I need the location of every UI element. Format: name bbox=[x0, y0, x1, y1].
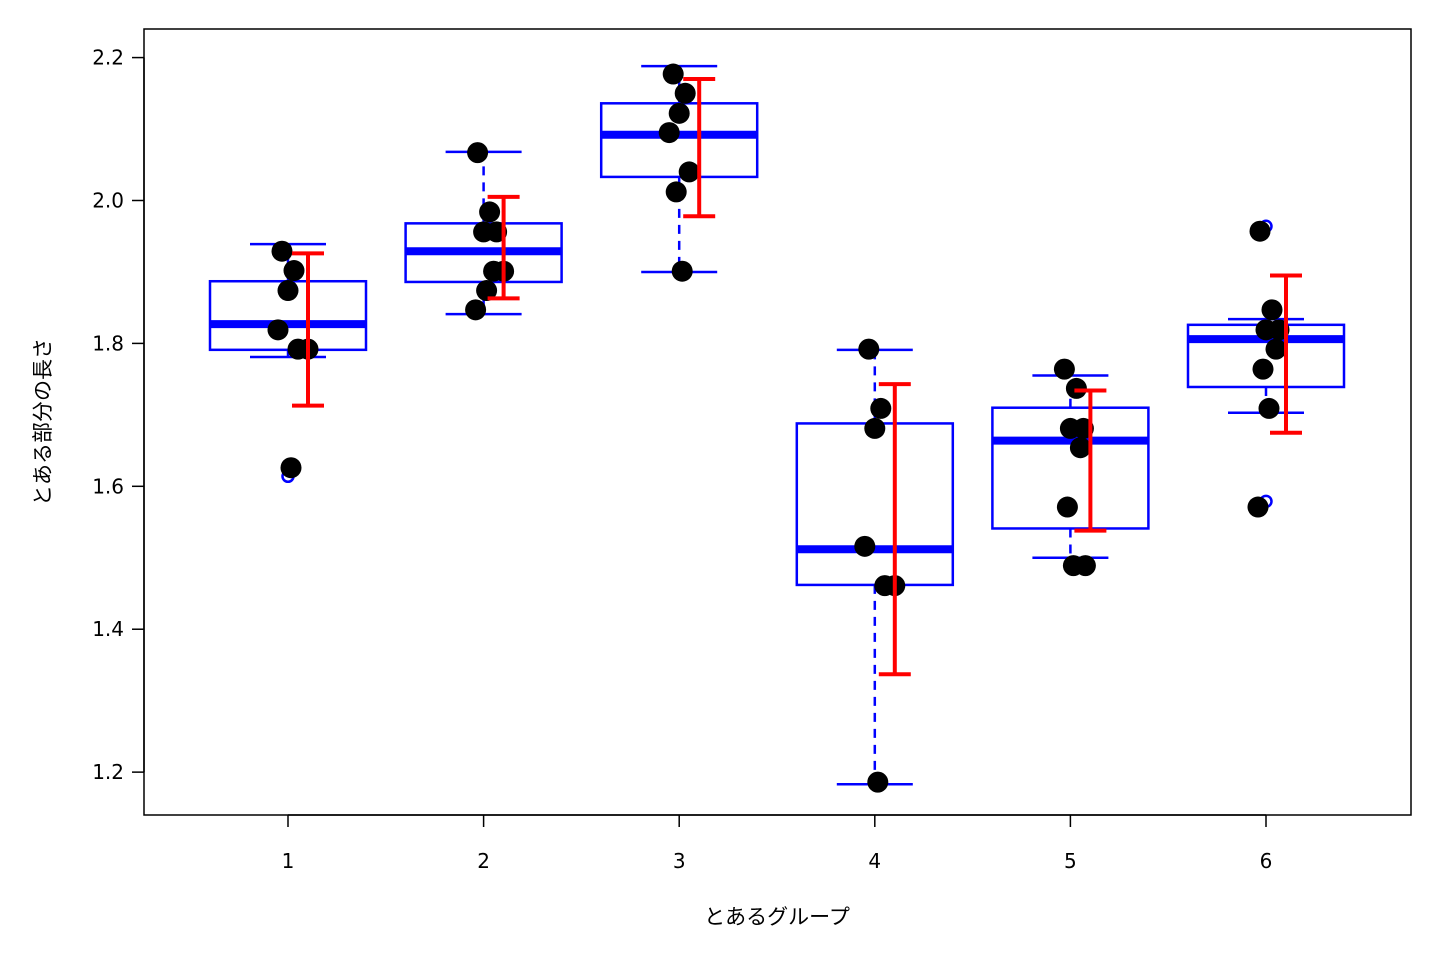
data-point bbox=[867, 771, 889, 793]
box-group-1 bbox=[208, 242, 368, 484]
data-point bbox=[283, 260, 305, 282]
data-point bbox=[467, 142, 489, 164]
data-point bbox=[476, 280, 498, 302]
x-tick-label: 2 bbox=[477, 849, 490, 873]
errorbars-layer bbox=[292, 77, 1302, 677]
data-point bbox=[864, 417, 886, 439]
errorbar-group-1 bbox=[292, 251, 324, 408]
errorbar-group-3 bbox=[683, 77, 716, 219]
y-axis-title: とある部分の長さ bbox=[31, 338, 55, 506]
x-tick-label: 1 bbox=[282, 849, 295, 873]
x-tick-label: 6 bbox=[1260, 849, 1273, 873]
data-point bbox=[858, 338, 880, 360]
y-tick-label: 2.0 bbox=[92, 188, 124, 212]
errorbar-group-6 bbox=[1270, 273, 1302, 435]
data-point bbox=[671, 260, 693, 282]
data-point bbox=[1265, 338, 1287, 360]
data-point bbox=[1261, 299, 1283, 321]
data-point bbox=[479, 201, 501, 223]
data-point bbox=[658, 122, 680, 144]
y-axis: 1.2 1.4 1.6 1.8 2.0 2.2 bbox=[92, 46, 145, 784]
box-group-4 bbox=[795, 348, 955, 786]
errorbar-group-2 bbox=[487, 194, 520, 301]
y-tick-label: 1.8 bbox=[92, 331, 124, 355]
data-point bbox=[662, 63, 684, 85]
data-point bbox=[1069, 437, 1091, 459]
y-tick-label: 1.4 bbox=[92, 617, 124, 641]
data-point bbox=[1053, 358, 1075, 380]
data-point bbox=[280, 457, 302, 479]
plot-frame bbox=[143, 28, 1412, 816]
x-tick-label: 4 bbox=[868, 849, 881, 873]
data-point bbox=[277, 280, 299, 302]
data-point bbox=[1247, 496, 1269, 518]
data-point bbox=[1258, 397, 1280, 419]
data-point bbox=[678, 161, 700, 183]
data-point bbox=[465, 299, 487, 321]
data-point bbox=[674, 82, 696, 104]
y-tick-label: 1.6 bbox=[92, 474, 124, 498]
y-tick-label: 1.2 bbox=[92, 760, 124, 784]
x-tick-label: 3 bbox=[673, 849, 686, 873]
x-tick-label: 5 bbox=[1064, 849, 1077, 873]
x-axis-title: とあるグループ bbox=[704, 905, 850, 929]
box-group-5 bbox=[991, 374, 1150, 560]
data-point bbox=[1056, 496, 1078, 518]
data-point bbox=[1074, 555, 1096, 577]
data-point bbox=[854, 535, 876, 557]
data-point bbox=[1252, 358, 1274, 380]
data-point bbox=[665, 181, 687, 203]
data-point bbox=[1065, 377, 1087, 399]
box-body bbox=[795, 422, 955, 587]
data-point bbox=[870, 397, 892, 419]
y-tick-label: 2.2 bbox=[92, 46, 124, 70]
data-point bbox=[668, 102, 690, 124]
errorbar-group-5 bbox=[1074, 388, 1107, 533]
data-point bbox=[271, 240, 293, 262]
data-point bbox=[267, 319, 289, 341]
x-axis: 1 2 3 4 5 6 bbox=[282, 814, 1273, 873]
data-point bbox=[1249, 220, 1271, 242]
boxes-layer bbox=[208, 64, 1346, 786]
errorbar-group-4 bbox=[878, 382, 911, 677]
